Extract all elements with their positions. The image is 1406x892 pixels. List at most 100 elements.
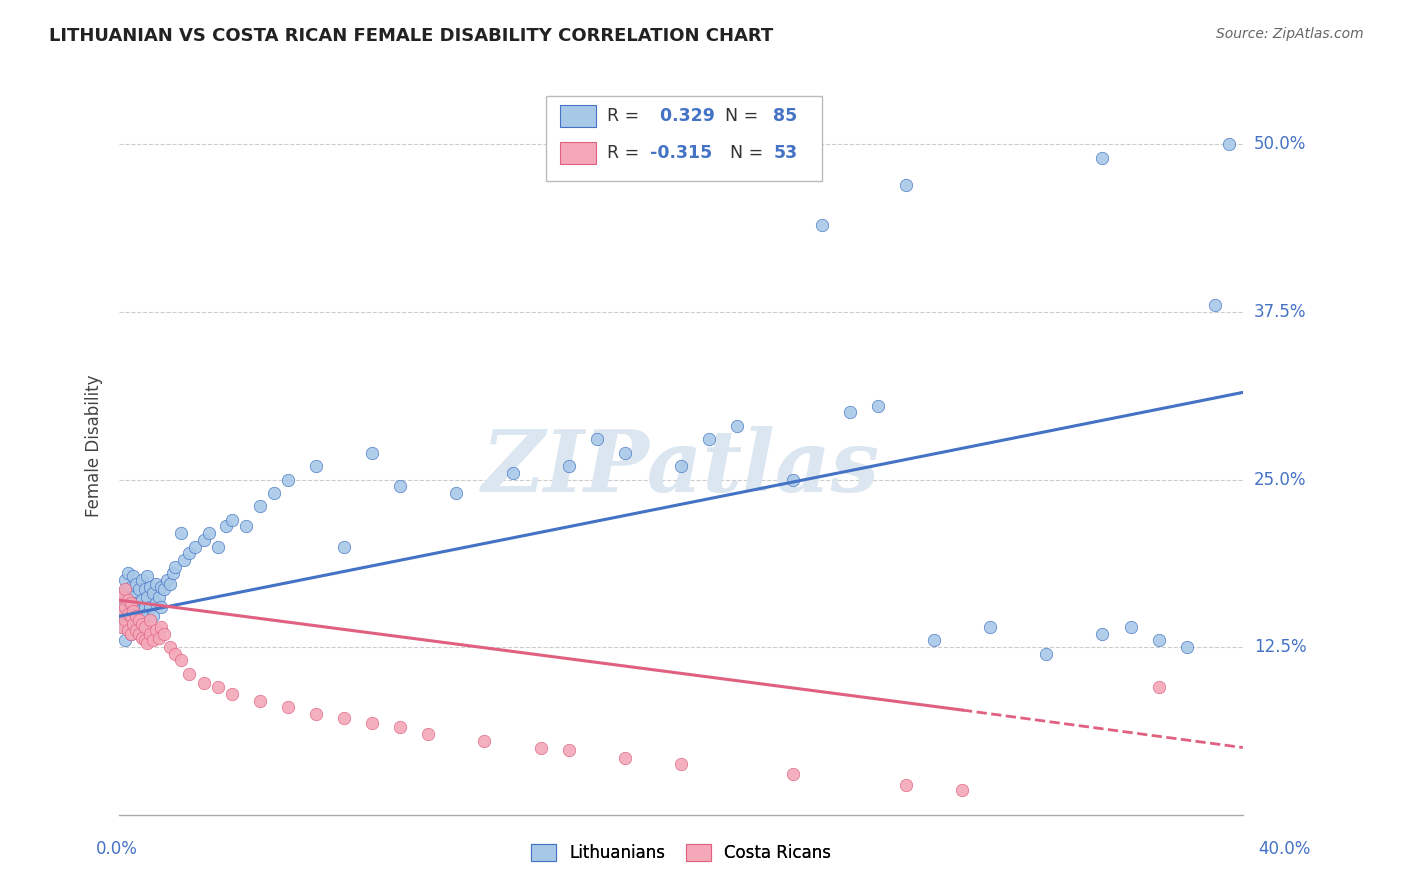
- Point: [125, 577, 148, 591]
- Y-axis label: Female Disability: Female Disability: [86, 375, 103, 517]
- Point: [128, 613, 150, 627]
- Point: [139, 613, 162, 627]
- Point: [613, 446, 636, 460]
- Point: [111, 604, 134, 618]
- Point: [263, 486, 285, 500]
- Point: [474, 734, 496, 748]
- Point: [111, 620, 134, 634]
- Point: [389, 479, 412, 493]
- Point: [173, 553, 195, 567]
- Point: [215, 519, 238, 533]
- Point: [136, 636, 159, 650]
- Text: R =: R =: [607, 145, 645, 162]
- Point: [136, 569, 159, 583]
- Text: 25.0%: 25.0%: [1254, 470, 1306, 489]
- Text: R =: R =: [607, 107, 645, 125]
- Point: [128, 626, 150, 640]
- Point: [122, 591, 145, 605]
- Point: [131, 573, 153, 587]
- Point: [153, 626, 176, 640]
- FancyBboxPatch shape: [547, 95, 821, 181]
- Point: [221, 687, 243, 701]
- Point: [153, 582, 176, 597]
- Point: [838, 405, 860, 419]
- Point: [125, 623, 148, 637]
- Point: [139, 580, 162, 594]
- Point: [979, 620, 1001, 634]
- FancyBboxPatch shape: [560, 143, 596, 164]
- Point: [922, 633, 945, 648]
- Point: [134, 633, 156, 648]
- Point: [249, 693, 271, 707]
- Point: [557, 459, 579, 474]
- Point: [111, 599, 134, 614]
- Point: [277, 700, 299, 714]
- Point: [1147, 633, 1170, 648]
- Point: [145, 623, 167, 637]
- Point: [142, 609, 165, 624]
- Point: [725, 418, 748, 433]
- Point: [894, 178, 917, 192]
- Legend: Lithuanians, Costa Ricans: Lithuanians, Costa Ricans: [524, 838, 838, 869]
- Point: [139, 599, 162, 614]
- Point: [111, 586, 134, 600]
- Point: [128, 582, 150, 597]
- Point: [418, 727, 440, 741]
- Point: [207, 680, 229, 694]
- Point: [120, 609, 142, 624]
- Point: [782, 473, 804, 487]
- Point: [198, 526, 221, 541]
- Point: [148, 591, 170, 605]
- Point: [613, 751, 636, 765]
- Point: [333, 540, 356, 554]
- Point: [333, 711, 356, 725]
- Point: [446, 486, 468, 500]
- Point: [894, 778, 917, 792]
- Point: [136, 591, 159, 605]
- Text: 53: 53: [773, 145, 797, 162]
- Point: [120, 580, 142, 594]
- Point: [142, 633, 165, 648]
- Point: [950, 783, 973, 797]
- Point: [305, 459, 328, 474]
- Point: [150, 580, 173, 594]
- Point: [114, 582, 136, 597]
- Text: N =: N =: [720, 145, 769, 162]
- Point: [120, 599, 142, 614]
- Text: 0.329: 0.329: [654, 107, 716, 125]
- Point: [111, 591, 134, 605]
- Point: [170, 526, 193, 541]
- Point: [114, 593, 136, 607]
- Point: [128, 604, 150, 618]
- Point: [697, 432, 720, 446]
- Point: [179, 546, 201, 560]
- Point: [1204, 298, 1226, 312]
- Text: -0.315: -0.315: [650, 145, 711, 162]
- Point: [179, 666, 201, 681]
- Point: [1091, 151, 1114, 165]
- Point: [1091, 626, 1114, 640]
- Point: [134, 620, 156, 634]
- Text: 37.5%: 37.5%: [1254, 303, 1306, 321]
- Point: [502, 466, 524, 480]
- Point: [1119, 620, 1142, 634]
- Point: [131, 593, 153, 607]
- Point: [125, 613, 148, 627]
- Point: [249, 500, 271, 514]
- Point: [120, 626, 142, 640]
- Point: [193, 676, 215, 690]
- Point: [122, 569, 145, 583]
- Point: [361, 446, 384, 460]
- Point: [156, 573, 179, 587]
- Point: [669, 459, 692, 474]
- Point: [305, 706, 328, 721]
- Point: [159, 640, 181, 654]
- Point: [361, 716, 384, 731]
- Text: Source: ZipAtlas.com: Source: ZipAtlas.com: [1216, 27, 1364, 41]
- Point: [150, 620, 173, 634]
- Point: [145, 596, 167, 610]
- Text: LITHUANIAN VS COSTA RICAN FEMALE DISABILITY CORRELATION CHART: LITHUANIAN VS COSTA RICAN FEMALE DISABIL…: [49, 27, 773, 45]
- Point: [122, 617, 145, 632]
- Text: 85: 85: [773, 107, 797, 125]
- Text: 12.5%: 12.5%: [1254, 638, 1306, 656]
